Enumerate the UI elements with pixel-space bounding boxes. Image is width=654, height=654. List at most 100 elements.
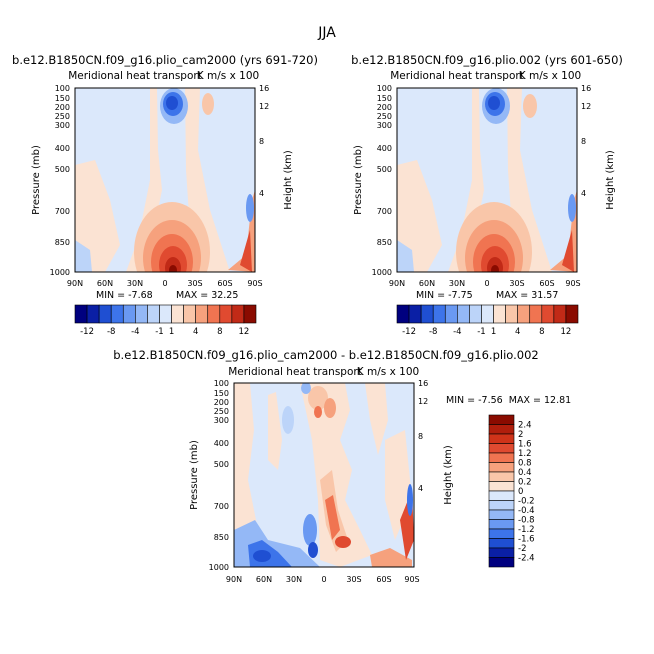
colorbar-label: 8 [539, 327, 544, 337]
panel-top-left: b.e12.B1850CN.f09_g16.plio_cam2000 (yrs … [12, 53, 318, 301]
colorbar-label: -4 [453, 327, 461, 337]
upper-positive [308, 386, 328, 410]
tick-label: 60N [256, 575, 272, 584]
jet-minimum-core [488, 96, 500, 110]
upper-positive [523, 94, 537, 118]
tick-label: 30S [509, 279, 524, 288]
colorbar-swatch [488, 538, 515, 549]
tick-label: 12 [418, 397, 428, 406]
tick-label: 60N [419, 279, 435, 288]
colorbar-swatch [488, 519, 515, 530]
panel-subtitle: Meridional heat transport [390, 70, 524, 82]
colorbar-swatch [86, 304, 100, 324]
tick-label: 16 [581, 84, 591, 93]
tick-label: 30S [346, 575, 361, 584]
colorbar-label: 0.8 [518, 459, 532, 469]
tick-label: 4 [259, 189, 264, 198]
colorbar-label: -12 [402, 327, 416, 337]
colorbar-label: 12 [561, 327, 572, 337]
surface-maximum-5 [165, 257, 181, 272]
page-title: JJA [317, 25, 336, 41]
colorbar-swatch [488, 424, 515, 435]
pressure-axis: 100 150 200 250 300 400 500 700 850 1000… [31, 84, 70, 277]
negative-band [397, 240, 414, 272]
colorbar-swatch [122, 304, 136, 324]
colorbar-swatch [493, 304, 506, 324]
positive-band [365, 383, 388, 455]
colorbar-label: 2.4 [518, 421, 532, 431]
colorbar-label: -4 [131, 327, 139, 337]
tick-label: 400 [55, 144, 70, 153]
tick-label: 30S [187, 279, 202, 288]
colorbar-swatch [481, 304, 494, 324]
tick-label: 8 [418, 432, 423, 441]
tick-label: 100 [377, 84, 392, 93]
colorbar-top-right: -12 -8 -4 -1 1 4 8 12 [396, 304, 579, 337]
contour-field [75, 88, 255, 272]
upper-positive [324, 398, 336, 418]
tick-label: 12 [581, 102, 591, 111]
colorbar-swatch [98, 304, 112, 324]
colorbar-swatch [171, 304, 184, 324]
surface-negative-core [253, 550, 271, 562]
y2-axis-label: Height (km) [443, 445, 454, 505]
colorbar-label: -1.2 [518, 525, 535, 535]
y2-axis-label: Height (km) [605, 150, 616, 210]
colorbar-swatch [488, 433, 515, 444]
colorbar-swatch [195, 304, 209, 324]
tick-label: 200 [377, 103, 392, 112]
tick-label: 700 [214, 502, 229, 511]
lower-positive [325, 495, 340, 540]
mid-negative [303, 514, 317, 546]
panel-top-right: b.e12.B1850CN.f09_g16.plio.002 (yrs 601-… [351, 53, 623, 301]
height-axis: 16 12 8 4 Height (km) [581, 84, 616, 210]
colorbar-label: 0 [518, 487, 523, 497]
colorbar-swatch [408, 304, 422, 324]
tick-label: 250 [55, 112, 70, 121]
panel-subtitle: Meridional heat transport [228, 366, 362, 378]
colorbar-swatch [529, 304, 543, 324]
colorbar-swatch [488, 528, 515, 539]
colorbar-swatch [488, 443, 515, 454]
colorbar-label: -2.4 [518, 554, 535, 564]
tick-label: 8 [581, 137, 586, 146]
colorbar-swatch [488, 462, 515, 473]
panel-units: K m/s x 100 [197, 70, 259, 82]
upper-positive [202, 93, 214, 115]
upper-negative [282, 406, 294, 434]
max-label: MAX = 12.81 [509, 395, 571, 406]
colorbar-label: -0.4 [518, 506, 535, 516]
colorbar-label: 4 [193, 327, 198, 337]
colorbar-swatch [457, 304, 470, 324]
colorbar-swatch [183, 304, 196, 324]
antarctic-negative [407, 484, 413, 516]
lower-positive-core [335, 536, 351, 548]
colorbar-difference: 2.421.61.20.80.40.20-0.2-0.4-0.8-1.2-1.6… [488, 414, 535, 568]
latitude-axis: 90N 60N 30N 0 30S 60S 90S [67, 279, 263, 288]
tick-label: 850 [55, 238, 70, 247]
colorbar-label: 1.2 [518, 449, 532, 459]
tick-label: 1000 [50, 268, 70, 277]
antarctic-negative [246, 194, 254, 222]
tick-label: 850 [377, 238, 392, 247]
antarctic-positive-core [240, 230, 252, 272]
tick-label: 250 [377, 112, 392, 121]
panel-title: b.e12.B1850CN.f09_g16.plio.002 (yrs 601-… [351, 53, 623, 67]
colorbar-swatch [432, 304, 446, 324]
colorbar-swatch [565, 304, 579, 324]
tick-label: 500 [377, 165, 392, 174]
colorbar-label: 1 [491, 327, 496, 337]
tick-label: 1000 [372, 268, 392, 277]
colorbar-label: -0.8 [518, 516, 535, 526]
tick-label: 90N [389, 279, 405, 288]
colorbar-swatch [541, 304, 555, 324]
colorbar-label: -2 [518, 544, 526, 554]
y2-axis-label: Height (km) [283, 150, 294, 210]
colorbar-label: -1.6 [518, 535, 535, 545]
tick-label: 4 [581, 189, 586, 198]
tick-label: 30N [127, 279, 143, 288]
y-axis-label: Pressure (mb) [353, 145, 364, 215]
tick-label: 60N [97, 279, 113, 288]
colorbar-label: 4 [515, 327, 520, 337]
colorbar-swatch [488, 509, 515, 520]
